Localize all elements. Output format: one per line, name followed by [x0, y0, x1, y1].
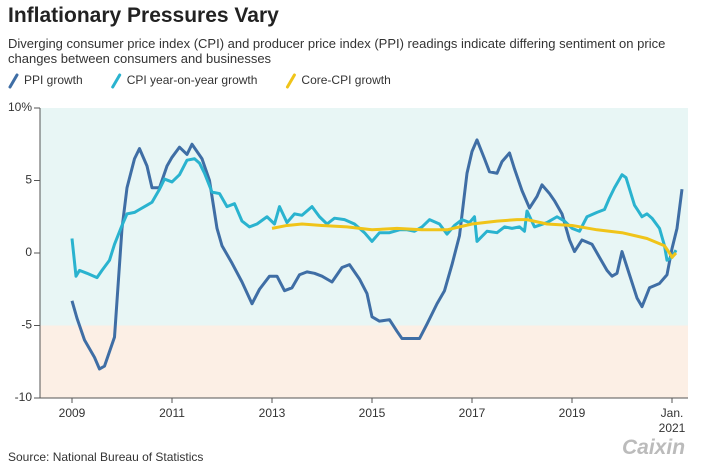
x-tick-label: 2017 — [458, 406, 486, 420]
y-tick-label: -5 — [21, 318, 32, 332]
legend-label: CPI year-on-year growth — [127, 73, 258, 87]
chart-subtitle: Diverging consumer price index (CPI) and… — [8, 36, 666, 66]
y-tick-label: 5 — [25, 173, 32, 187]
x-tick-label: 2019 — [558, 406, 586, 420]
background-lower — [40, 325, 688, 398]
legend-swatch — [8, 73, 19, 89]
x-tick-label: Jan. 2021 — [658, 406, 686, 435]
y-tick-label: 0 — [25, 245, 32, 259]
series-line — [70, 157, 678, 280]
y-tick-label: -10 — [15, 390, 33, 404]
chart-title: Inflationary Pressures Vary — [8, 4, 279, 27]
x-tick-label: 2015 — [358, 406, 386, 420]
series-line — [271, 218, 678, 259]
background-upper — [40, 108, 688, 326]
legend-swatch — [285, 73, 296, 89]
x-tick-label: 2013 — [258, 406, 286, 420]
legend-swatch — [111, 73, 122, 89]
legend-label: Core-CPI growth — [301, 73, 390, 87]
x-tick-label: 2009 — [58, 406, 86, 420]
series-line — [70, 138, 684, 371]
source: Source: National Bureau of Statistics — [8, 450, 204, 464]
x-tick-label: 2011 — [159, 406, 185, 420]
y-tick-label: 10% — [8, 100, 32, 114]
legend-label: PPI growth — [24, 73, 83, 87]
logo: Caixin — [622, 436, 686, 459]
